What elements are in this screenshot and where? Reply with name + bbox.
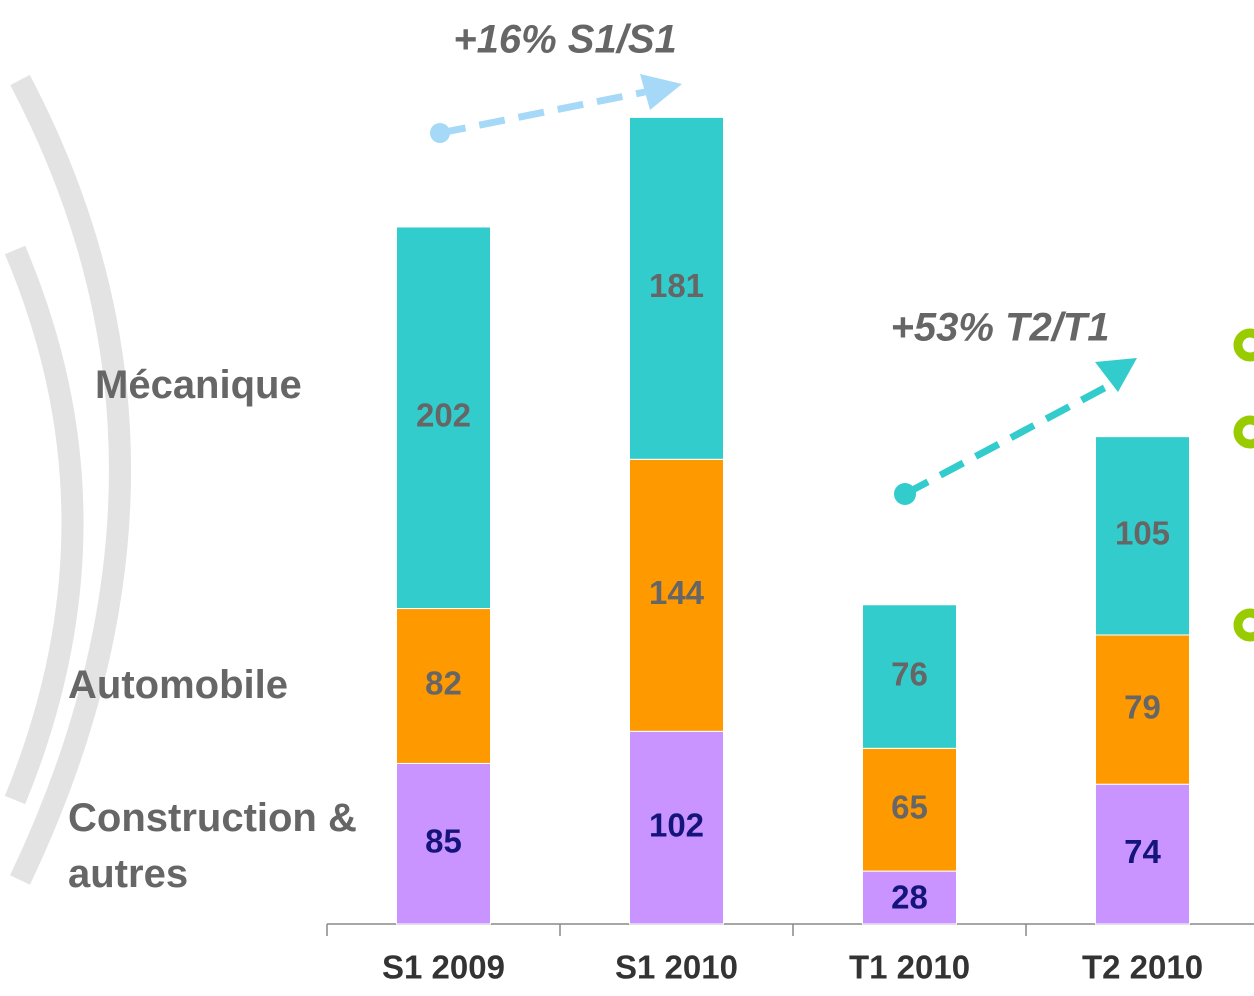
annotation: +16% S1/S1 bbox=[453, 18, 677, 62]
page: {"chart_data": { "type": "stacked-bar", … bbox=[0, 0, 1254, 996]
data-label: 82 bbox=[425, 665, 462, 702]
x-tick-label: S1 2009 bbox=[382, 949, 505, 986]
data-label: 74 bbox=[1124, 833, 1161, 870]
annotation: +53% T2/T1 bbox=[890, 306, 1109, 350]
x-tick-label: S1 2010 bbox=[615, 949, 738, 986]
x-tick-label: T1 2010 bbox=[849, 949, 970, 986]
x-tick-label: T2 2010 bbox=[1082, 949, 1203, 986]
data-label: 65 bbox=[891, 788, 928, 825]
data-label: 105 bbox=[1115, 515, 1170, 552]
data-label: 102 bbox=[649, 806, 704, 843]
data-label: 28 bbox=[891, 878, 928, 915]
data-label: 79 bbox=[1124, 688, 1161, 725]
data-label: 144 bbox=[649, 574, 705, 611]
data-label: 76 bbox=[891, 655, 928, 692]
legend-label: Mécanique bbox=[95, 357, 405, 413]
legend-label: Construction & autres bbox=[68, 790, 378, 902]
bullet-icons bbox=[1238, 333, 1254, 637]
data-label: 85 bbox=[425, 822, 462, 859]
decoration bbox=[15, 80, 120, 880]
data-label: 202 bbox=[416, 396, 471, 433]
data-label: 181 bbox=[649, 267, 704, 304]
legend-label: Automobile bbox=[68, 657, 378, 713]
